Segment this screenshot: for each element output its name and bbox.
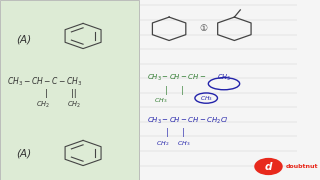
Text: $CH_3-CH-CH-$: $CH_3-CH-CH-$ [147, 73, 206, 83]
Text: |: | [181, 86, 184, 94]
Text: $CH_3 - CH - C - CH_3$: $CH_3 - CH - C - CH_3$ [7, 76, 83, 88]
Text: doubtnut: doubtnut [286, 164, 318, 169]
Text: |: | [166, 128, 168, 137]
Text: ①: ① [199, 24, 207, 33]
Text: $CH_3$: $CH_3$ [200, 94, 212, 103]
Text: |: | [44, 89, 47, 98]
Circle shape [254, 158, 283, 175]
Text: (A): (A) [16, 148, 31, 158]
Text: $CH_2$: $CH_2$ [156, 139, 169, 148]
Text: $CH_3$: $CH_3$ [177, 139, 190, 148]
Text: $CH_2$: $CH_2$ [36, 100, 50, 110]
Text: $CH_3$: $CH_3$ [217, 73, 231, 83]
Text: $CH_3-CH-CH-CH_2Cl$: $CH_3-CH-CH-CH_2Cl$ [147, 116, 229, 126]
Text: $CH_2$: $CH_2$ [67, 100, 81, 110]
Text: |: | [182, 128, 185, 137]
Text: |: | [165, 86, 167, 94]
Text: d: d [265, 161, 272, 172]
Text: $CH_3$: $CH_3$ [154, 96, 168, 105]
Text: (A): (A) [16, 35, 31, 45]
Text: ||: || [71, 89, 76, 98]
FancyBboxPatch shape [0, 0, 140, 180]
